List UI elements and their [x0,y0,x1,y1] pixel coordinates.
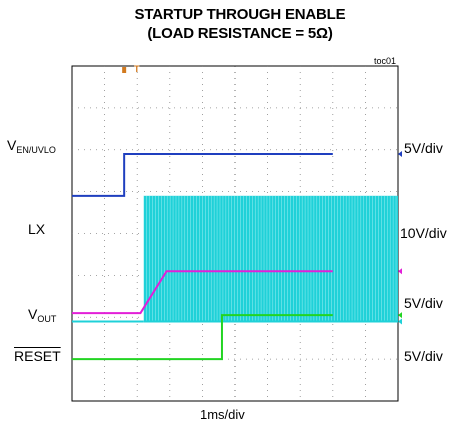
scale-reset: 5V/div [404,348,443,364]
trace-ven-uvlo-level-marker [398,150,402,157]
scale-en-uvlo: 5V/div [404,140,443,156]
label-vout-sub: OUT [37,314,57,324]
label-en-uvlo-sub: EN/UVLO [16,145,56,155]
trigger-marker: T [134,64,140,74]
trace-lx-level-marker [398,318,402,325]
label-lx: LX [28,221,46,237]
figure-id: toc01 [374,56,397,66]
label-reset: RESET [14,348,61,364]
trace-vout-level-marker [398,268,402,275]
chart-subtitle: (LOAD RESISTANCE = 5Ω) [147,25,333,42]
label-en-uvlo-main: V [7,137,17,153]
scale-lx: 10V/div [400,225,447,241]
trace-reset [72,314,333,361]
trace-ven-uvlo [72,152,333,197]
trace-reset-level-marker [398,312,402,319]
trace-lx-switching-envelope [143,195,398,322]
x-axis-label: 1ms/div [200,407,245,422]
label-en-uvlo: VEN/UVLO [7,137,56,155]
label-vout: VOUT [28,306,57,324]
scale-vout: 5V/div [404,295,443,311]
trigger-marker-icon [122,67,127,73]
label-vout-main: V [28,306,38,322]
chart-title: STARTUP THROUGH ENABLE [134,6,346,23]
trace-vout [72,270,333,315]
